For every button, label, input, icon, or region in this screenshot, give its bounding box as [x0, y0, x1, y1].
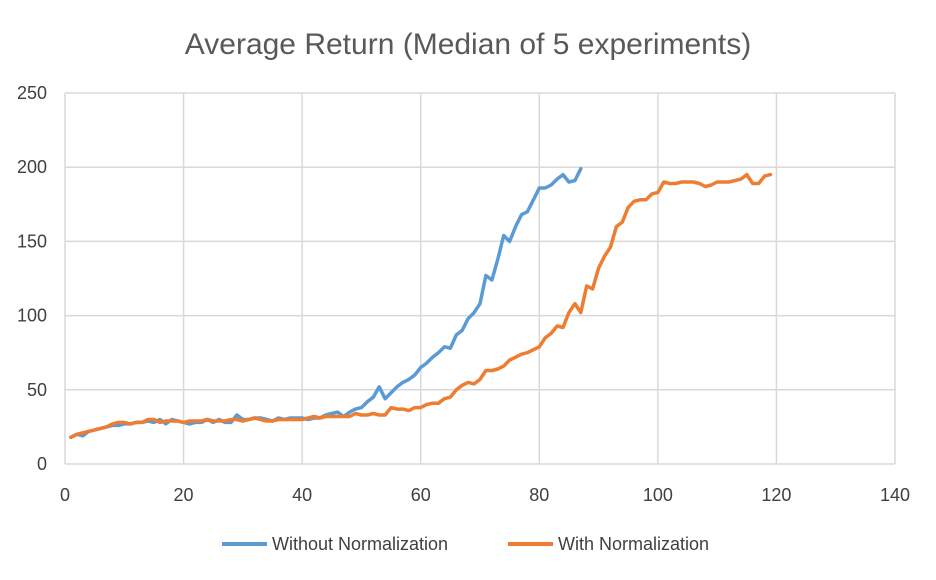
legend: Without Normalization With Normalization [222, 534, 709, 554]
legend-label-2: With Normalization [558, 534, 709, 554]
chart-title: Average Return (Median of 5 experiments) [185, 28, 751, 61]
x-tick-label: 60 [411, 485, 431, 505]
y-tick-label: 100 [17, 306, 47, 326]
series-line-1 [69, 166, 583, 440]
legend-label-1: Without Normalization [272, 534, 448, 554]
y-tick-label: 50 [27, 380, 47, 400]
x-axis-tick-labels: 0 20 40 60 80 100 120 140 [60, 485, 910, 505]
y-tick-label: 200 [17, 157, 47, 177]
x-tick-label: 120 [761, 485, 791, 505]
series-line-2 [69, 172, 773, 440]
x-tick-label: 40 [292, 485, 312, 505]
x-tick-label: 140 [880, 485, 910, 505]
x-tick-label: 80 [529, 485, 549, 505]
x-tick-label: 0 [60, 485, 70, 505]
y-axis-tick-labels: 0 50 100 150 200 250 [17, 83, 47, 474]
x-tick-label: 100 [643, 485, 673, 505]
grid-lines [64, 92, 896, 465]
y-tick-label: 250 [17, 83, 47, 103]
y-tick-label: 150 [17, 231, 47, 251]
x-tick-label: 20 [174, 485, 194, 505]
series-lines [69, 166, 773, 440]
y-tick-label: 0 [37, 454, 47, 474]
